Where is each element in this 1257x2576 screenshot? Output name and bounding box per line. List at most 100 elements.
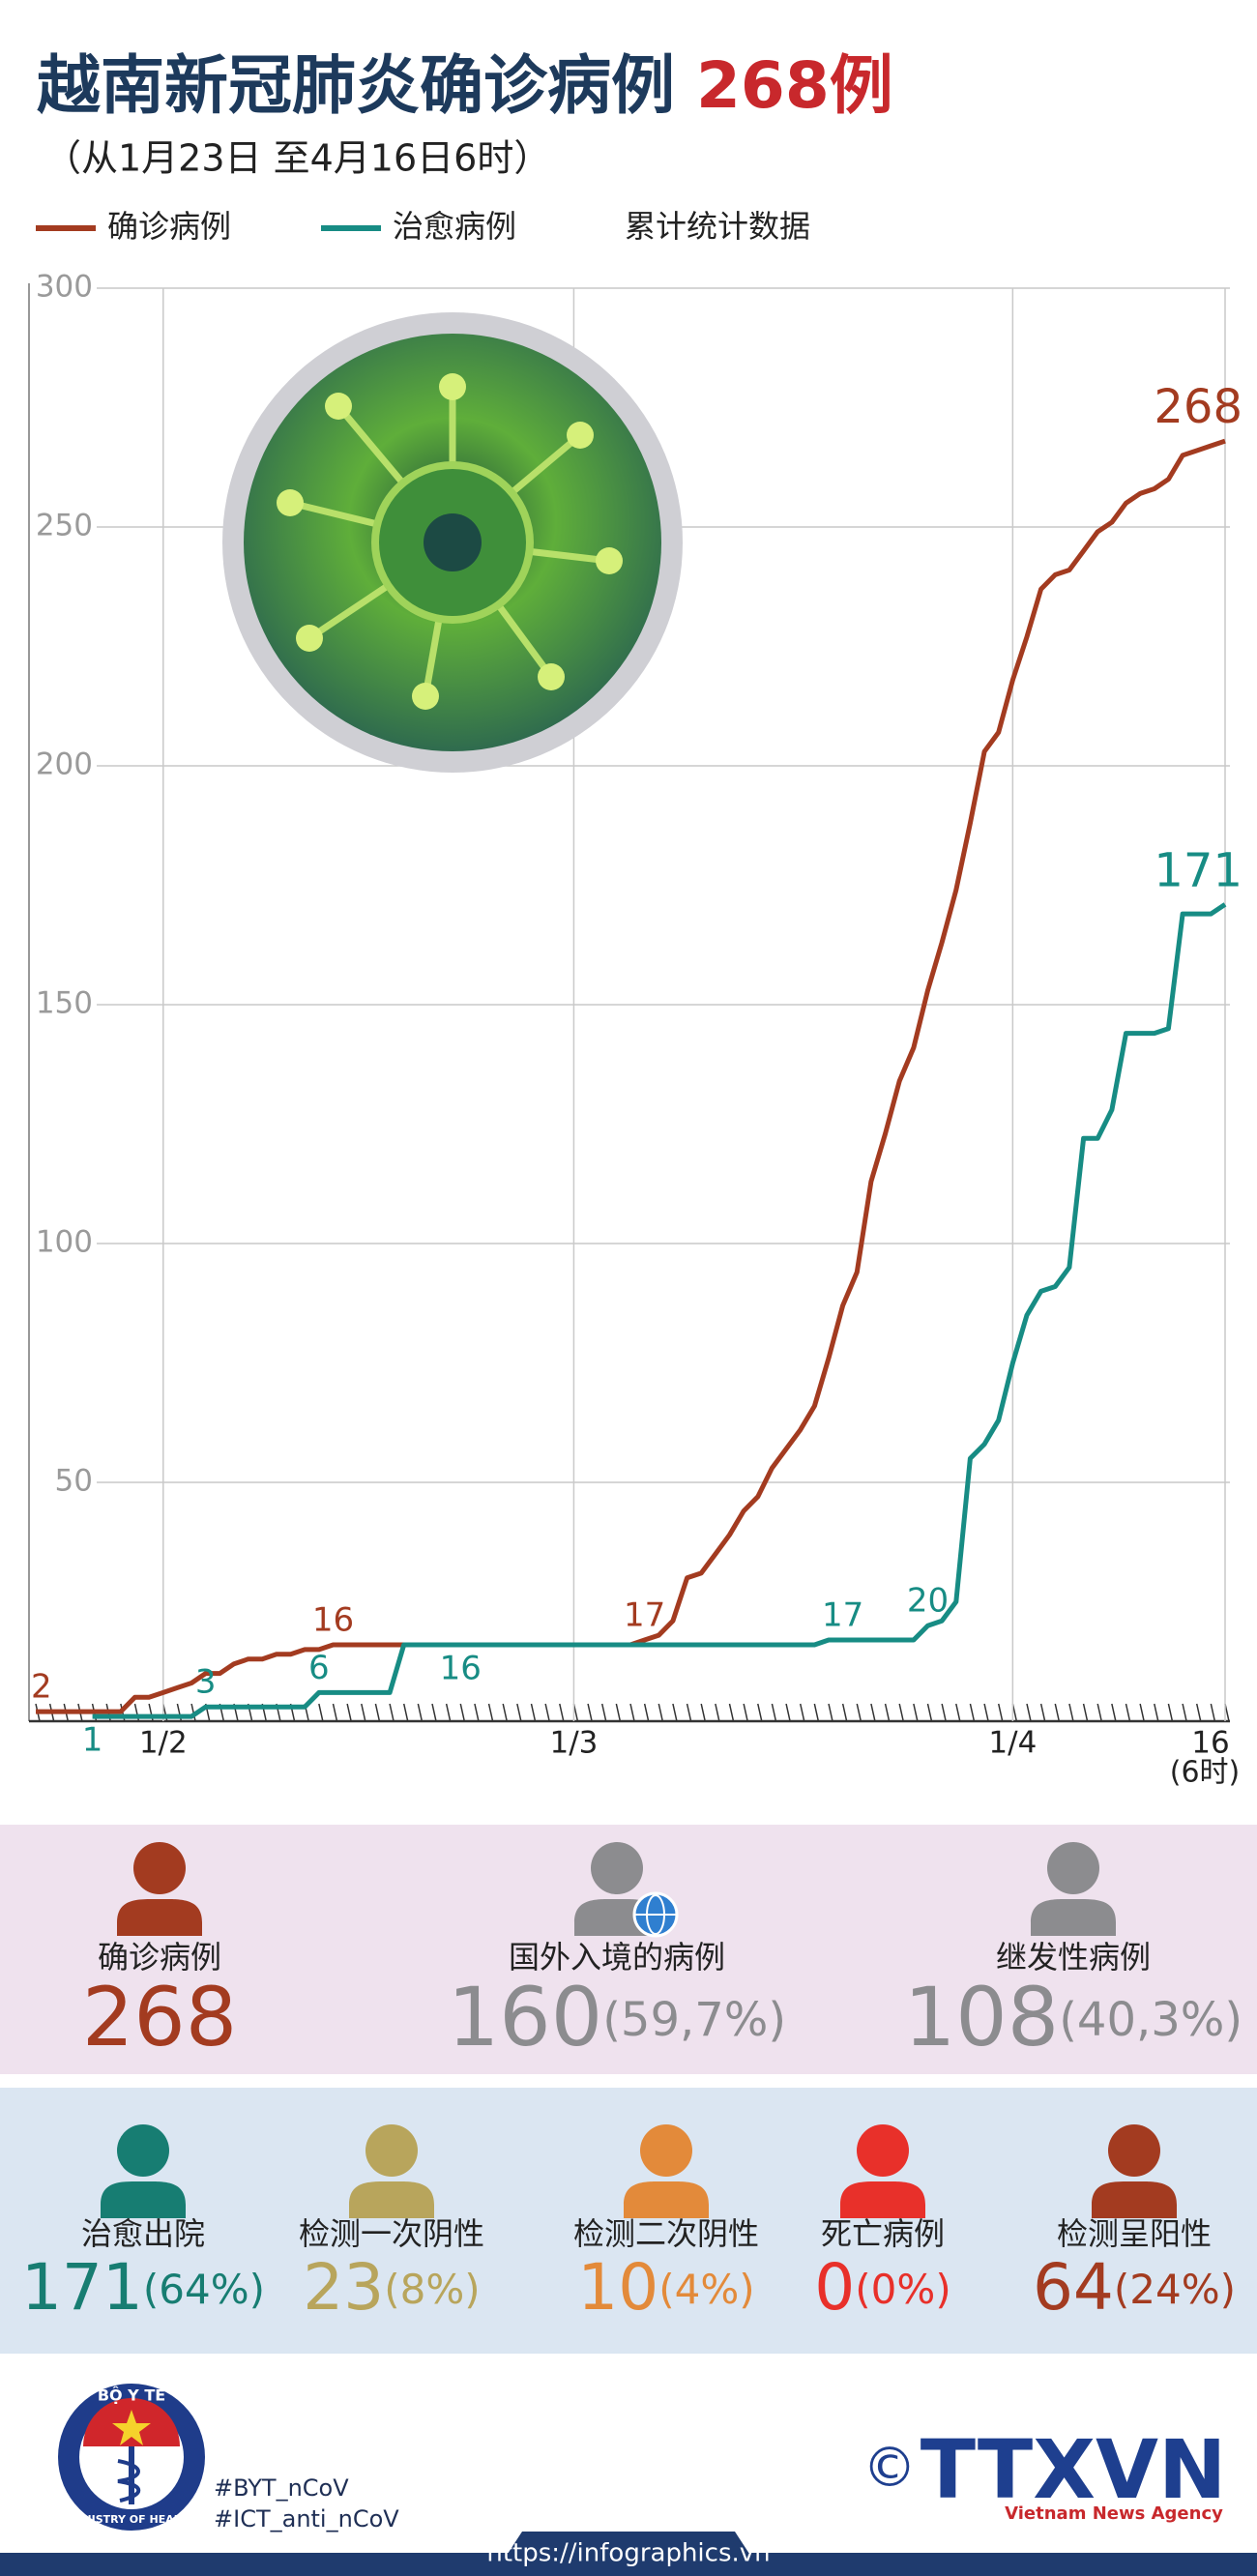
data-label: 171: [1154, 843, 1242, 897]
x-tick-label: 1/2: [139, 1726, 188, 1761]
stat-value: 0: [814, 2250, 855, 2325]
x-tick-mark: [1210, 1703, 1216, 1722]
stat-value: 171: [21, 2250, 143, 2325]
icon-head: [133, 1842, 186, 1894]
x-tick-mark: [417, 1703, 424, 1722]
x-tick-mark: [1039, 1703, 1046, 1722]
x-tick-mark: [629, 1703, 635, 1722]
x-tick-mark: [502, 1703, 508, 1722]
x-tick-mark: [643, 1703, 650, 1722]
x-tick-mark: [559, 1703, 565, 1722]
data-label: 2: [31, 1668, 52, 1707]
logo-star: [112, 2410, 151, 2445]
agency-sub: Vietnam News Agency: [1005, 2503, 1223, 2524]
stat-figure: 23(8%): [303, 2250, 480, 2325]
x-tick-mark: [757, 1703, 763, 1722]
data-label: 1: [82, 1721, 103, 1760]
data-label: 17: [822, 1596, 863, 1635]
person-icon: [117, 1842, 202, 1936]
x-tick-label: 1/3: [549, 1726, 598, 1761]
y-tick-label: 300: [36, 270, 93, 305]
hashtag: #BYT_nCoV: [214, 2474, 349, 2502]
title-highlight: 268例: [696, 48, 893, 123]
x-tick-mark: [1154, 1703, 1159, 1722]
x-tick-mark: [1082, 1703, 1089, 1722]
x-tick-mark: [544, 1703, 550, 1722]
x-tick-mark: [983, 1703, 989, 1722]
outcome-panel: [0, 2088, 1257, 2354]
x-tick-mark: [318, 1703, 324, 1722]
y-tick-label: 100: [36, 1225, 93, 1260]
stat-label: 确诊病例: [98, 1939, 221, 1976]
x-tick-mark: [474, 1703, 480, 1722]
x-tick-label: 16: [1191, 1726, 1229, 1761]
data-label: 16: [440, 1649, 482, 1687]
stat-value: 64: [1033, 2250, 1114, 2325]
x-tick-mark: [828, 1703, 833, 1722]
x-tick-mark: [856, 1703, 862, 1722]
data-label: 6: [308, 1649, 330, 1687]
virus-image: [222, 312, 683, 773]
subtitle: （从1月23日 至4月16日6时）: [44, 137, 550, 180]
stat-value: 23: [303, 2250, 384, 2325]
icon-body: [101, 2181, 186, 2218]
x-tick-mark: [487, 1703, 494, 1722]
stat-share: (24%): [1114, 2266, 1236, 2313]
virus-center: [424, 513, 482, 571]
x-tick-mark: [1026, 1703, 1032, 1722]
stat-label: 检测呈阳性: [1057, 2215, 1212, 2252]
icon-body: [1092, 2181, 1177, 2218]
x-axis-unit: (6时): [1170, 1756, 1241, 1790]
data-label: 17: [624, 1596, 665, 1635]
icon-body: [117, 1898, 202, 1936]
x-tick-mark: [1054, 1703, 1061, 1722]
data-label: 3: [195, 1663, 217, 1702]
x-tick-mark: [459, 1703, 466, 1722]
data-label: 16: [312, 1600, 354, 1639]
virus-tips: [277, 373, 623, 710]
stat-share: (8%): [384, 2266, 480, 2313]
x-tick-mark: [1139, 1703, 1145, 1722]
x-tick-mark: [686, 1703, 692, 1722]
y-tick-label: 200: [36, 747, 93, 782]
x-tick-mark: [955, 1703, 961, 1722]
x-tick-mark: [1167, 1703, 1174, 1722]
icon-body: [1031, 1898, 1116, 1936]
legend-label: 治愈病例: [393, 208, 516, 245]
icon-head: [1108, 2124, 1160, 2177]
x-tick-label: 1/4: [988, 1726, 1037, 1761]
x-tick-mark: [997, 1703, 1004, 1722]
x-tick-mark: [1195, 1703, 1202, 1722]
footer-url: https://infographics.vn: [486, 2539, 770, 2568]
x-tick-mark: [771, 1703, 777, 1722]
x-tick-mark: [1096, 1703, 1102, 1722]
icon-head: [640, 2124, 692, 2177]
icon-head: [1047, 1842, 1099, 1894]
hashtag: #ICT_anti_nCoV: [214, 2505, 399, 2532]
stat-share: (40,3%): [1059, 1993, 1242, 2047]
logo-bottom-text: MINISTRY OF HEALTH: [68, 2513, 194, 2526]
stat-figure: 10(4%): [577, 2250, 754, 2325]
x-tick-mark: [658, 1703, 664, 1722]
x-tick-mark: [1182, 1703, 1187, 1722]
data-label: 20: [907, 1582, 949, 1621]
y-tick-label: 150: [36, 986, 93, 1021]
stat-share: (59,7%): [602, 1993, 786, 2047]
stat-label: 死亡病例: [821, 2215, 945, 2252]
x-tick-mark: [898, 1703, 904, 1722]
stat-figure: 64(24%): [1033, 2250, 1236, 2325]
stat-label: 继发性病例: [996, 1939, 1151, 1976]
x-tick-mark: [672, 1703, 678, 1722]
x-tick-mark: [346, 1703, 352, 1722]
person-icon: [1031, 1842, 1116, 1936]
stat-share: (0%): [855, 2266, 950, 2313]
series-line: [92, 902, 1227, 1719]
x-tick-mark: [785, 1703, 791, 1722]
x-tick-mark: [402, 1703, 409, 1722]
title-main: 越南新冠肺炎确诊病例: [37, 48, 675, 123]
stat-label: 检测一次阴性: [299, 2215, 484, 2252]
x-tick-mark: [700, 1703, 706, 1722]
logo-snake: [117, 2459, 141, 2503]
x-tick-mark: [361, 1703, 366, 1722]
x-tick-mark: [332, 1703, 338, 1722]
